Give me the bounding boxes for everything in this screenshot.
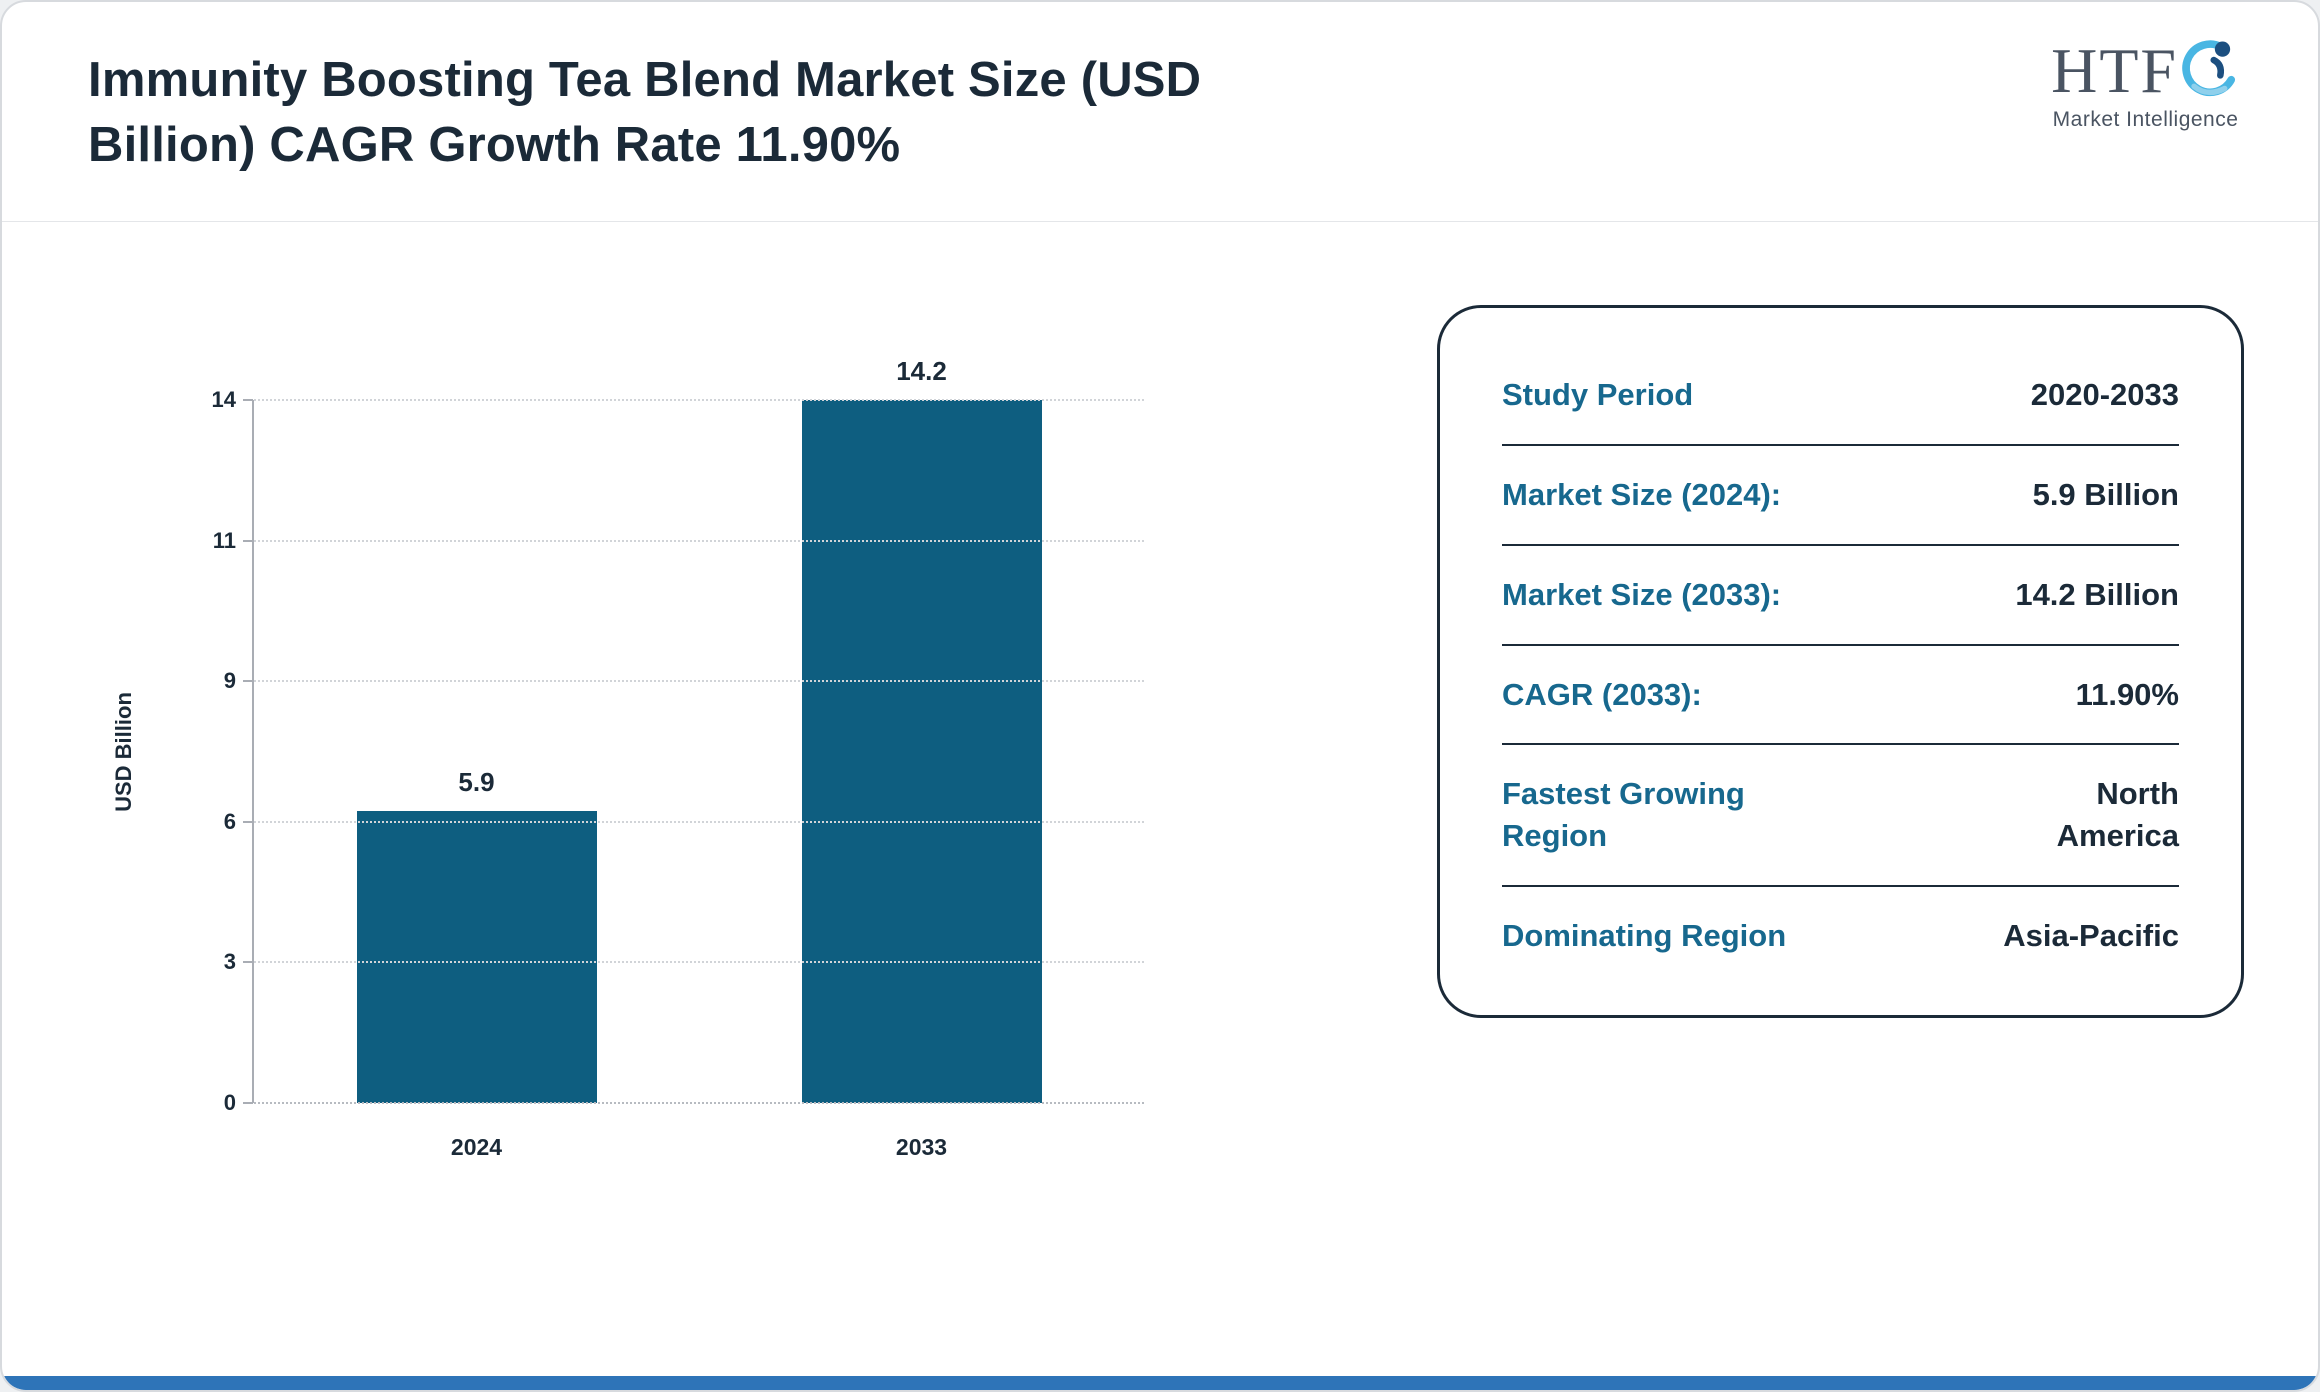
gridline	[254, 961, 1144, 964]
axis-tick-mark	[243, 539, 253, 542]
stat-value: 11.90%	[2075, 676, 2179, 712]
stat-value: 2020-2033	[2030, 377, 2179, 412]
x-tick-label: 2024	[450, 1134, 503, 1160]
logo-top: HTF	[2051, 36, 2240, 106]
logo-text: HTF	[2051, 35, 2178, 106]
x-tick-label: 2033	[895, 1134, 948, 1160]
stat-row: CAGR (2033): 11.90%	[1502, 646, 2179, 746]
y-tick-label: 0	[223, 1090, 236, 1115]
bar-2024: 5.9	[356, 767, 597, 1103]
gridline	[254, 680, 1144, 683]
gridline	[254, 539, 1144, 542]
bar-slot: 14.2 2033	[699, 356, 1144, 1160]
stat-label: CAGR (2033):	[1502, 676, 1702, 712]
stat-label: Dominating Region	[1502, 918, 1787, 954]
bar-slot: 5.9 2024	[254, 400, 699, 1160]
brand-logo: HTF Market Intelligence	[2051, 36, 2240, 132]
bar-value-label: 5.9	[458, 766, 495, 797]
stat-row: Dominating Region Asia-Pacific	[1502, 887, 2179, 985]
page-title: Immunity Boosting Tea Blend Market Size …	[88, 53, 1202, 172]
y-tick-label: 3	[223, 949, 236, 975]
axis-tick-mark	[243, 961, 253, 964]
stat-row: Market Size (2033): 14.2 Billion	[1502, 546, 2179, 646]
stat-value: North America	[2056, 776, 2179, 854]
y-tick-label: 14	[211, 387, 236, 412]
gridline	[254, 399, 1144, 401]
footer-accent-bar	[2, 1376, 2318, 1390]
y-axis-title-wrap: USD Billion	[94, 400, 154, 1103]
logo-swoosh-icon	[2182, 40, 2236, 97]
stat-value: 14.2 Billion	[2015, 576, 2179, 612]
stat-row: Study Period 2020-2033	[1502, 346, 2179, 446]
axis-tick-mark	[243, 399, 253, 401]
bar-value-label: 14.2	[896, 356, 947, 386]
axis-tick-mark	[243, 680, 253, 683]
stat-label: Market Size (2033):	[1502, 576, 1782, 612]
logo-subtext: Market Intelligence	[2052, 108, 2239, 131]
header: Immunity Boosting Tea Blend Market Size …	[2, 2, 2318, 222]
stat-label: Fastest Growing Region	[1502, 776, 1745, 854]
gridline	[254, 820, 1144, 823]
axis-tick-mark	[243, 1102, 253, 1104]
stat-label: Market Size (2024):	[1502, 476, 1782, 512]
stats-card: Study Period 2020-2033 Market Size (2024):…	[1437, 305, 2244, 1018]
y-tick-label: 11	[212, 527, 236, 553]
stat-value: 5.9 Billion	[2032, 476, 2179, 512]
gridline	[254, 1102, 1144, 1104]
y-axis-title: USD Billion	[111, 691, 136, 812]
y-tick-label: 6	[223, 808, 236, 834]
bar-2033: 14.2	[801, 356, 1042, 1103]
stat-row: Market Size (2024): 5.9 Billion	[1502, 446, 2179, 546]
bars: 5.9 2024 14.2 2033	[254, 356, 1144, 1160]
stat-label: Study Period	[1502, 377, 1694, 412]
stat-row: Fastest Growing Region North America	[1502, 745, 2179, 888]
axis-tick-mark	[243, 820, 253, 823]
stat-value: Asia-Pacific	[2003, 918, 2179, 954]
plot-area: 5.9 2024 14.2 2033 0 3 6 9 11 14	[212, 356, 1144, 1160]
y-tick-label: 9	[223, 668, 236, 694]
